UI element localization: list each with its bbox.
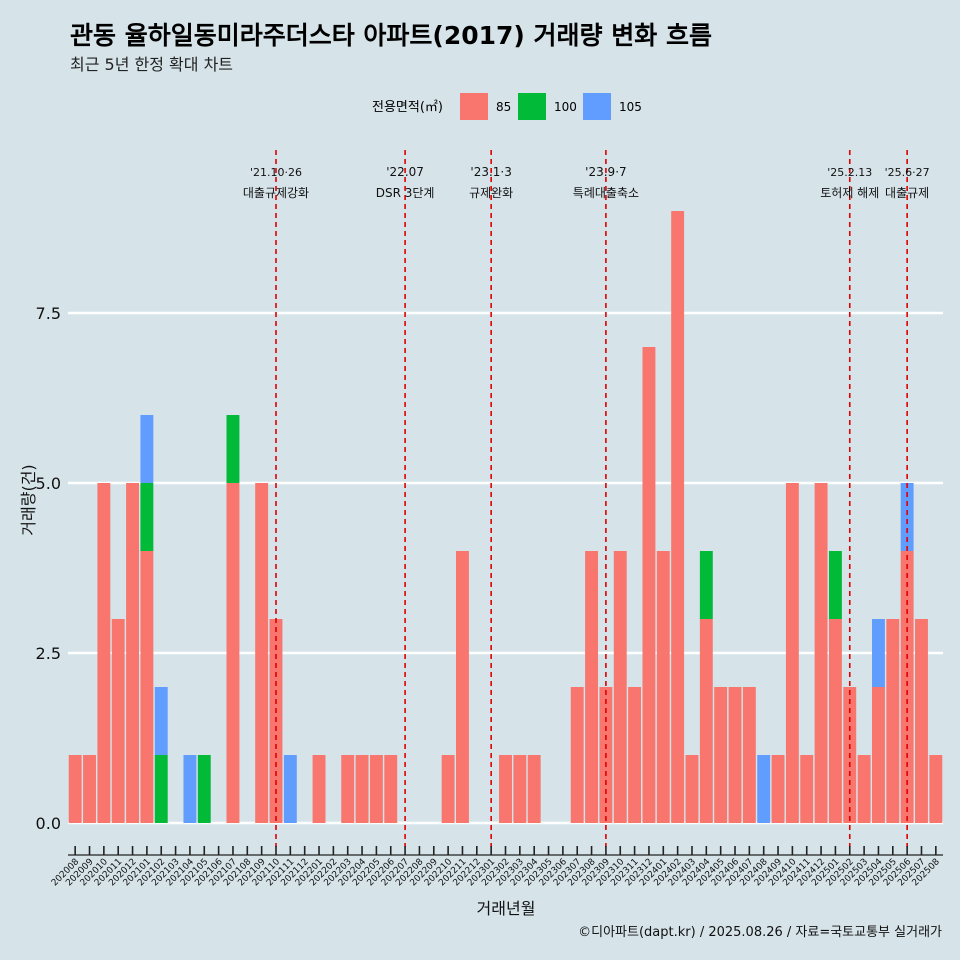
bar-85-202308 (585, 551, 599, 823)
bar-85-202409 (771, 755, 785, 823)
event-label-202207: DSR 3단계 (376, 186, 435, 200)
bar-85-202010 (97, 483, 111, 823)
bar-85-202411 (800, 755, 814, 823)
legend-label-85: 85 (496, 100, 511, 114)
legend: 전용면적(㎡) 85 100 105 (372, 93, 642, 120)
bar-85-202310 (613, 551, 627, 823)
bar-100-202101 (140, 483, 154, 551)
bar-85-202210 (441, 755, 455, 823)
bar-85-202101 (140, 551, 154, 823)
event-label-202506: 대출규제 (885, 186, 929, 200)
chart-subtitle: 최근 5년 한정 확대 차트 (70, 55, 233, 74)
event-date-202207: '22.07 (386, 165, 424, 179)
y-tick-label: 2.5 (36, 644, 61, 663)
bar-85-202011 (111, 619, 125, 823)
event-label-202502: 토허제 해제 (820, 186, 879, 200)
bar-85-202407 (742, 687, 756, 823)
event-date-202309: '23.9·7 (585, 165, 626, 179)
bar-85-202410 (785, 483, 799, 823)
bar-85-202403 (685, 755, 699, 823)
bar-85-202505 (886, 619, 900, 823)
bar-85-202404 (699, 619, 713, 823)
y-tick-label: 7.5 (36, 304, 61, 323)
bar-85-202412 (814, 483, 828, 823)
bar-85-202107 (226, 483, 240, 823)
event-date-202502: '25.2.13 (827, 166, 872, 179)
legend-swatch-105 (583, 93, 611, 120)
y-axis-label: 거래량(건) (19, 464, 38, 535)
bar-85-202302 (499, 755, 512, 823)
bar-105-202101 (140, 415, 154, 483)
bar-85-202012 (126, 483, 140, 823)
bar-85-202507 (915, 619, 928, 823)
axes: 2020082020092020102020112020122021012021… (50, 846, 943, 888)
y-tick-label: 5.0 (36, 474, 61, 493)
bar-85-202009 (83, 755, 96, 823)
event-label-202309: 특례대출축소 (573, 186, 639, 200)
bar-85-202501 (828, 619, 842, 823)
event-date-202110: '21.10·26 (250, 166, 302, 179)
x-axis-label: 거래년월 (477, 899, 536, 918)
event-label-202301: 규제완화 (469, 186, 513, 200)
legend-label-100: 100 (554, 100, 577, 114)
bar-100-202501 (828, 551, 842, 619)
legend-title: 전용면적(㎡) (372, 100, 443, 115)
event-date-202301: '23.1·3 (470, 165, 511, 179)
bar-105-202102 (154, 687, 168, 755)
bar-85-202201 (312, 755, 326, 823)
event-lines: '21.10·26 대출규제강화 '22.07 DSR 3단계 '23.1·3 규제완화 '… (243, 150, 930, 847)
bar-100-202404 (699, 551, 713, 619)
bar-85-202203 (341, 755, 355, 823)
bar-85-202503 (857, 755, 871, 823)
bar-85-202405 (714, 687, 728, 823)
bar-85-202008 (68, 755, 82, 823)
grid: 0.0 2.5 5.0 7.5 (36, 304, 943, 833)
bar-85-202303 (513, 755, 527, 823)
caption: ©디아파트(dapt.kr) / 2025.08.26 / 자료=국토교통부 실… (578, 925, 942, 940)
y-tick-label: 0.0 (36, 814, 61, 833)
event-date-202506: '25.6·27 (885, 166, 930, 179)
bars (68, 211, 943, 823)
legend-swatch-100 (518, 93, 546, 120)
bar-85-202504 (871, 687, 885, 823)
bar-85-202406 (728, 687, 742, 823)
bar-105-202111 (283, 755, 297, 823)
bar-85-202307 (570, 687, 584, 823)
bar-100-202102 (154, 755, 168, 823)
legend-label-105: 105 (619, 100, 642, 114)
legend-swatch-85 (460, 93, 488, 120)
bar-85-202206 (384, 755, 398, 823)
bar-105-202104 (183, 755, 197, 823)
bar-85-202211 (456, 551, 469, 823)
bar-85-202205 (369, 755, 383, 823)
chart-title: 관동 율하일동미라주더스타 아파트(2017) 거래량 변화 흐름 (70, 21, 712, 50)
bar-85-202204 (355, 755, 369, 823)
bar-85-202311 (628, 687, 642, 823)
bar-85-202506 (900, 551, 914, 823)
bar-85-202109 (255, 483, 269, 823)
bar-85-202402 (671, 211, 685, 823)
bar-85-202304 (527, 755, 541, 823)
bar-105-202504 (871, 619, 885, 687)
bar-100-202107 (226, 415, 240, 483)
event-label-202110: 대출규제강화 (243, 186, 309, 200)
bar-105-202408 (757, 755, 771, 823)
bar-85-202401 (656, 551, 670, 823)
bar-85-202312 (642, 347, 656, 823)
bar-100-202105 (197, 755, 211, 823)
bar-85-202508 (929, 755, 943, 823)
bar-105-202506 (900, 483, 914, 551)
